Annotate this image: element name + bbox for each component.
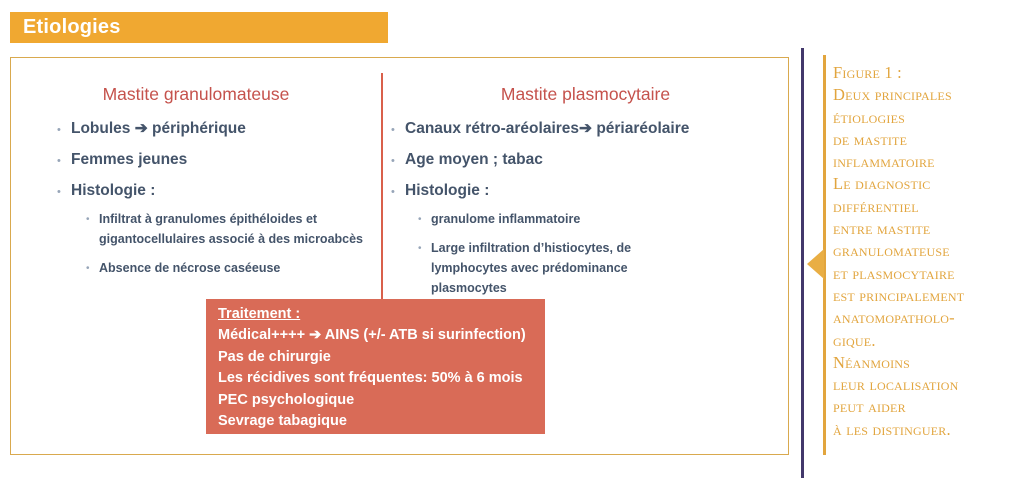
caption-line: leur localisation xyxy=(833,375,959,395)
caption-line: entre mastite xyxy=(833,219,931,239)
column-title-plasmocytaire: Mastite plasmocytaire xyxy=(500,84,671,104)
treatment-line: Sevrage tabagique xyxy=(218,413,347,430)
caption-line: Deux principales xyxy=(833,85,952,105)
vertical-rule-purple xyxy=(801,48,804,478)
page-title: Etiologies xyxy=(23,16,121,38)
sub-bullet-item: granulome inflammatoire xyxy=(418,209,701,230)
caption-line: est principalement xyxy=(833,285,965,305)
caption-line: à les distinguer. xyxy=(833,419,951,439)
caption-arrow-icon xyxy=(807,249,824,279)
treatment-box: Traitement : Médical++++ ➔ AINS (+/- ATB… xyxy=(206,299,545,434)
sub-bullet-item: Large infiltration d’histiocytes, de lym… xyxy=(418,238,701,298)
column-title-granulomateuse: Mastite granulomateuse xyxy=(102,84,290,104)
caption-line: inflammatoire xyxy=(833,152,935,172)
treatment-line: Pas de chirurgie xyxy=(218,348,331,365)
bullet-item: Histologie : granulome inflammatoire Lar… xyxy=(391,181,788,298)
column-divider xyxy=(381,73,383,300)
figure-caption: Figure 1 : Deux principales étiologies d… xyxy=(833,62,1021,441)
bullet-label: Histologie : xyxy=(405,182,490,199)
bullet-list: Lobules ➔ périphérique Femmes jeunes His… xyxy=(11,119,381,279)
sub-bullet-item: Infiltrat à granulomes épithéloides et g… xyxy=(86,209,369,249)
caption-line: Néanmoins xyxy=(833,352,911,372)
sub-bullet-item: Absence de nécrose caséeuse xyxy=(86,258,369,279)
bullet-item: Canaux rétro-aréolaires➔ périaréolaire xyxy=(391,119,788,140)
bullet-item: Age moyen ; tabac xyxy=(391,150,788,171)
treatment-line: PEC psychologique xyxy=(218,391,355,408)
bullet-label: Histologie : xyxy=(71,182,156,199)
treatment-title: Traitement : xyxy=(218,306,301,322)
caption-line: granulomateuse xyxy=(833,241,950,261)
caption-line: gique. xyxy=(833,330,876,350)
bullet-list: Canaux rétro-aréolaires➔ périaréolaire A… xyxy=(383,119,788,298)
column-granulomateuse: Mastite granulomateuse Lobules ➔ périphé… xyxy=(11,58,381,289)
caption-line: peut aider xyxy=(833,397,906,417)
caption-line: et plasmocytaire xyxy=(833,263,955,283)
caption-line: étiologies xyxy=(833,107,905,127)
column-plasmocytaire: Mastite plasmocytaire Canaux rétro-aréol… xyxy=(383,58,788,309)
treatment-line: Les récidives sont fréquentes: 50% à 6 m… xyxy=(218,370,523,387)
caption-line: de mastite xyxy=(833,129,908,149)
caption-line: anatomopatholo- xyxy=(833,308,955,328)
treatment-line: Médical++++ ➔ AINS (+/- ATB si surinfect… xyxy=(218,327,526,344)
bullet-item: Histologie : Infiltrat à granulomes épit… xyxy=(57,181,381,279)
caption-line: différentiel xyxy=(833,196,919,216)
caption-line: Le diagnostic xyxy=(833,174,931,194)
bullet-item: Femmes jeunes xyxy=(57,150,381,171)
sub-bullet-list: granulome inflammatoire Large infiltrati… xyxy=(405,209,788,298)
sub-bullet-list: Infiltrat à granulomes épithéloides et g… xyxy=(71,209,381,279)
title-banner: Etiologies xyxy=(10,12,388,43)
bullet-item: Lobules ➔ périphérique xyxy=(57,119,381,140)
caption-line: Figure 1 : xyxy=(833,63,902,82)
caption-callout-line xyxy=(823,55,826,455)
